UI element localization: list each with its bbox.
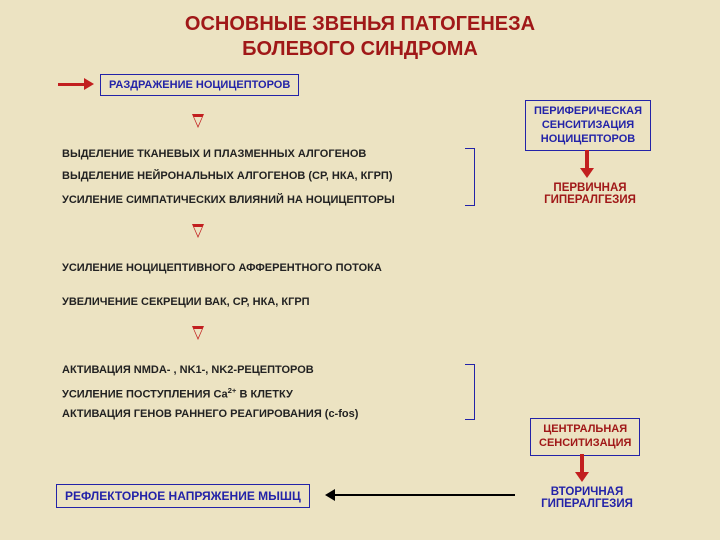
box-peripheral: ПЕРИФЕРИЧЕСКАЯ СЕНСИТИЗАЦИЯ НОЦИЦЕПТОРОВ — [525, 100, 651, 151]
label-secondary: ВТОРИЧНАЯ ГИПЕРАЛГЕЗИЯ — [522, 486, 652, 510]
line-2: ВЫДЕЛЕНИЕ НЕЙРОНАЛЬНЫХ АЛГОГЕНОВ (СР, НК… — [62, 170, 393, 182]
box-reflex-text: РЕФЛЕКТОРНОЕ НАПРЯЖЕНИЕ МЫШЦ — [65, 489, 301, 503]
line-7: УСИЛЕНИЕ ПОСТУПЛЕНИЯ Са2+ В КЛЕТКУ — [62, 386, 293, 401]
box-peripheral-l3: НОЦИЦЕПТОРОВ — [541, 133, 635, 145]
bracket-peripheral — [465, 148, 475, 206]
box-central: ЦЕНТРАЛЬНАЯ СЕНСИТИЗАЦИЯ — [530, 418, 640, 456]
line-5: УВЕЛИЧЕНИЕ СЕКРЕЦИИ ВАК, СР, НКА, КГРП — [62, 296, 310, 308]
box-central-l2: СЕНСИТИЗАЦИЯ — [539, 437, 631, 449]
arrow-down-1 — [192, 114, 204, 128]
box-peripheral-l2: СЕНСИТИЗАЦИЯ — [542, 119, 634, 131]
line-8: АКТИВАЦИЯ ГЕНОВ РАННЕГО РЕАГИРОВАНИЯ (c-… — [62, 408, 358, 420]
line-7a: УСИЛЕНИЕ ПОСТУПЛЕНИЯ Са — [62, 389, 228, 401]
title-line2: БОЛЕВОГО СИНДРОМА — [242, 38, 478, 60]
bracket-central — [465, 364, 475, 420]
arrow-into-irritation — [58, 83, 84, 86]
arrow-down-3 — [192, 326, 204, 340]
label-primary-l2: ГИПЕРАЛГЕЗИЯ — [544, 194, 636, 206]
label-primary-l1: ПЕРВИЧНАЯ — [553, 182, 626, 194]
arrow-central-to-secondary — [580, 454, 584, 472]
arrow-down-2 — [192, 224, 204, 238]
box-peripheral-l1: ПЕРИФЕРИЧЕСКАЯ — [534, 105, 642, 117]
box-irritation-text: РАЗДРАЖЕНИЕ НОЦИЦЕПТОРОВ — [109, 79, 290, 91]
label-secondary-l1: ВТОРИЧНАЯ — [551, 486, 623, 498]
label-primary: ПЕРВИЧНАЯ ГИПЕРАЛГЕЗИЯ — [530, 182, 650, 206]
line-3: УСИЛЕНИЕ СИМПАТИЧЕСКИХ ВЛИЯНИЙ НА НОЦИЦЕ… — [62, 194, 395, 206]
page-title: ОСНОВНЫЕ ЗВЕНЬЯ ПАТОГЕНЕЗА БОЛЕВОГО СИНД… — [0, 0, 720, 62]
line-7b: В КЛЕТКУ — [236, 389, 292, 401]
title-line1: ОСНОВНЫЕ ЗВЕНЬЯ ПАТОГЕНЕЗА — [185, 13, 535, 35]
arrow-secondary-to-reflex — [335, 494, 515, 496]
box-central-l1: ЦЕНТРАЛЬНАЯ — [543, 423, 627, 435]
arrow-head-reflex — [312, 488, 322, 500]
line-1: ВЫДЕЛЕНИЕ ТКАНЕВЫХ И ПЛАЗМЕННЫХ АЛГОГЕНО… — [62, 148, 366, 160]
arrow-peripheral-to-primary — [585, 150, 589, 168]
label-secondary-l2: ГИПЕРАЛГЕЗИЯ — [541, 498, 633, 510]
line-6: АКТИВАЦИЯ NMDA- , NK1-, NK2-РЕЦЕПТОРОВ — [62, 364, 314, 376]
line-4: УСИЛЕНИЕ НОЦИЦЕПТИВНОГО АФФЕРЕНТНОГО ПОТ… — [62, 262, 382, 274]
box-irritation: РАЗДРАЖЕНИЕ НОЦИЦЕПТОРОВ — [100, 74, 299, 96]
box-reflex: РЕФЛЕКТОРНОЕ НАПРЯЖЕНИЕ МЫШЦ — [56, 484, 310, 508]
